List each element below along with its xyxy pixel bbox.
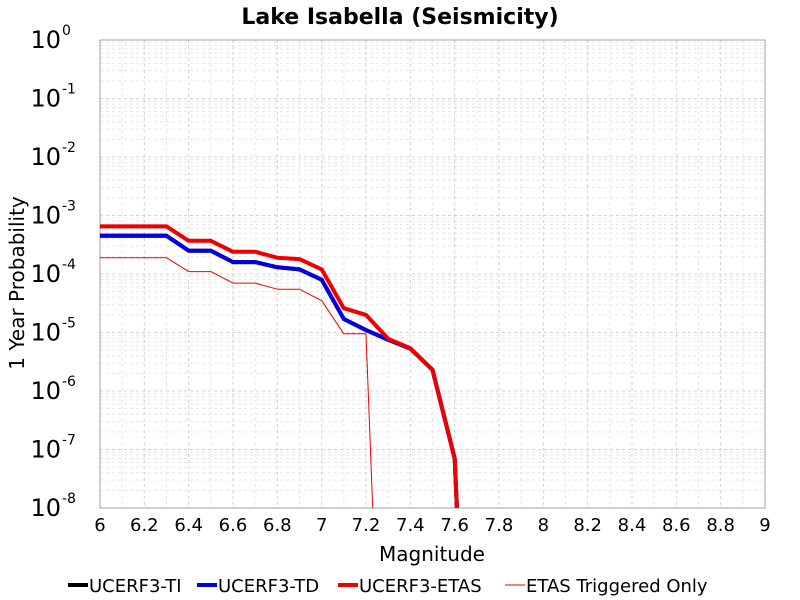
legend-label: UCERF3-ETAS	[359, 576, 482, 597]
x-tick-label: 8.4	[618, 515, 647, 536]
x-tick-label: 6	[94, 515, 105, 536]
legend: UCERF3-TI UCERF3-TD UCERF3-ETAS ETAS Trigge…	[68, 576, 708, 597]
x-tick-label: 8.6	[662, 515, 691, 536]
x-axis-ticks: 6 6.2 6.4 6.6 6.8 7 7.2 7.4 7.6 7.8 8 8.2 8.4 8.6 8.8 9	[94, 515, 770, 536]
y-axis-label: 1 Year Probability	[5, 196, 29, 370]
x-tick-label: 8	[538, 515, 549, 536]
series-line-ucerf3-td	[100, 233, 459, 508]
y-tick-exponent: -7	[62, 433, 76, 449]
y-tick-label: 10	[30, 319, 61, 347]
plot-area-border	[99, 39, 766, 509]
x-tick-label: 8.2	[573, 515, 602, 536]
x-tick-label: 6.6	[219, 515, 248, 536]
y-tick-exponent: -8	[62, 491, 76, 507]
y-tick-exponent: -3	[62, 199, 76, 215]
y-tick-exponent: -6	[62, 374, 76, 390]
x-tick-label: 9	[759, 515, 770, 536]
y-tick-label: 10	[30, 436, 61, 464]
y-tick-label: 10	[30, 85, 61, 113]
x-tick-label: 7.2	[352, 515, 381, 536]
grid	[99, 40, 766, 509]
series-group	[100, 224, 459, 508]
y-tick-label: 10	[30, 26, 61, 54]
legend-label: UCERF3-TD	[218, 576, 319, 597]
y-tick-label: 10	[30, 260, 61, 288]
x-tick-label: 7.6	[440, 515, 469, 536]
x-axis-label: Magnitude	[379, 542, 485, 566]
y-tick-label: 10	[30, 377, 61, 405]
x-tick-label: 6.8	[263, 515, 292, 536]
x-tick-label: 6.2	[130, 515, 159, 536]
legend-label: UCERF3-TI	[89, 576, 182, 597]
series-line-ucerf3-ti	[100, 233, 459, 508]
x-tick-label: 8.8	[706, 515, 735, 536]
y-tick-label: 10	[30, 202, 61, 230]
y-tick-exponent: -4	[62, 257, 76, 273]
y-tick-exponent: -2	[62, 140, 76, 156]
y-tick-exponent: -1	[62, 82, 76, 98]
legend-label: ETAS Triggered Only	[526, 576, 708, 597]
x-tick-label: 7.4	[396, 515, 425, 536]
series-line-ucerf3-etas	[100, 224, 459, 508]
x-tick-label: 7	[316, 515, 327, 536]
y-tick-label: 10	[30, 143, 61, 171]
y-tick-exponent: -5	[62, 316, 76, 332]
y-tick-exponent: 0	[62, 23, 71, 39]
chart-title: Lake Isabella (Seismicity)	[241, 5, 558, 30]
x-tick-label: 6.4	[174, 515, 203, 536]
y-tick-label: 10	[30, 494, 61, 522]
series-line-etas-triggered-only	[100, 257, 374, 508]
x-tick-label: 7.8	[485, 515, 514, 536]
